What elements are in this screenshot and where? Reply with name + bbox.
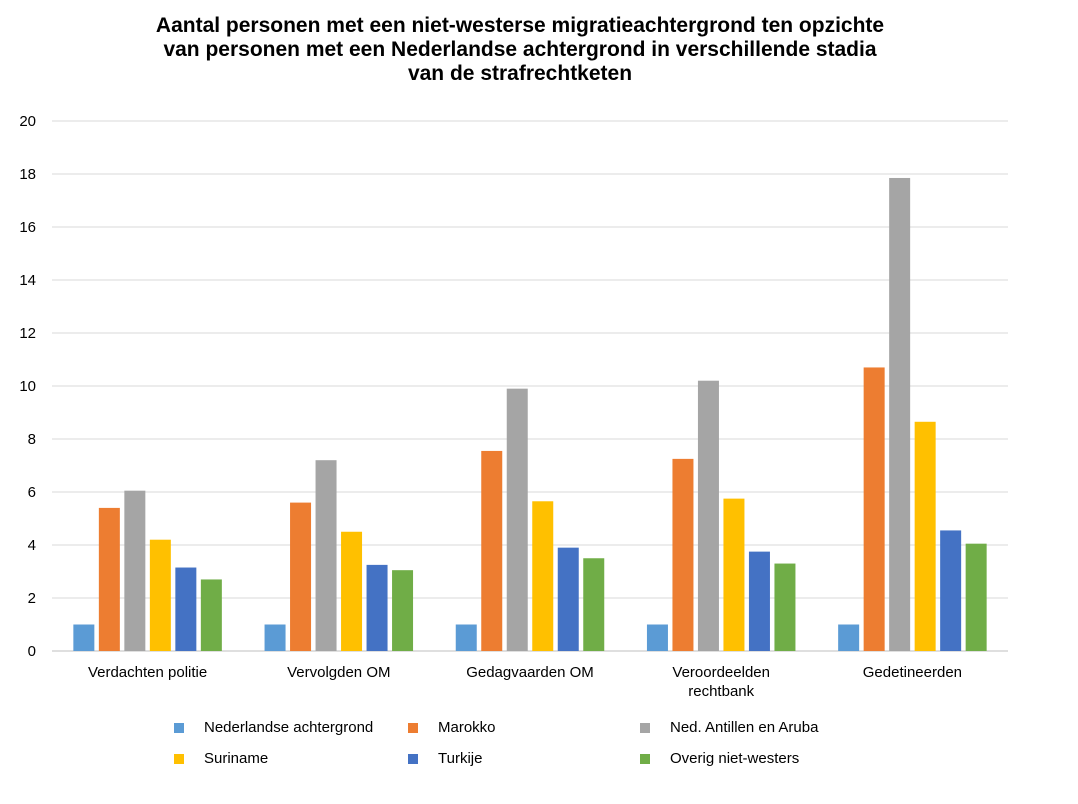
y-tick-label: 18 xyxy=(19,166,36,183)
bar xyxy=(748,551,770,651)
bar xyxy=(175,567,197,651)
bar xyxy=(149,539,171,651)
x-category-label: Gedagvaarden OM xyxy=(466,664,594,681)
bar xyxy=(532,501,554,651)
bar xyxy=(315,460,337,651)
y-tick-label: 12 xyxy=(19,325,36,342)
bar xyxy=(98,507,120,651)
bar xyxy=(774,563,796,651)
bar xyxy=(366,564,388,651)
y-tick-label: 8 xyxy=(28,431,36,448)
bar xyxy=(838,624,860,651)
y-tick-label: 2 xyxy=(28,590,36,607)
bar xyxy=(392,570,414,651)
x-category-label: Gedetineerden xyxy=(863,664,962,681)
bar xyxy=(723,498,745,651)
bar xyxy=(863,367,885,651)
bar xyxy=(672,458,694,651)
bar xyxy=(124,490,146,651)
bar xyxy=(646,624,668,651)
chart-title-line-1: Aantal personen met een niet-westerse mi… xyxy=(155,14,885,37)
chart-title: Aantal personen met een niet-westerse mi… xyxy=(0,14,1040,86)
axes: 0 2 4 6 8 10 12 14 16 18 20 Verdachten politie Vervo… xyxy=(19,113,962,700)
y-tick-label: 0 xyxy=(28,643,36,660)
bar xyxy=(889,177,911,651)
bar xyxy=(965,543,987,651)
bar xyxy=(341,531,363,651)
bar xyxy=(583,558,605,651)
bar xyxy=(506,388,528,651)
y-tick-label: 20 xyxy=(19,113,36,130)
x-category-label: Veroordeelden rechtbank xyxy=(672,664,770,700)
y-tick-label: 16 xyxy=(19,219,36,236)
bar xyxy=(697,380,719,651)
bars xyxy=(73,177,987,651)
bar xyxy=(290,502,312,651)
x-category-label: Verdachten politie xyxy=(88,664,207,681)
y-tick-label: 4 xyxy=(28,537,36,554)
y-tick-label: 10 xyxy=(19,378,36,395)
bar xyxy=(940,530,962,651)
bar xyxy=(73,624,95,651)
bar xyxy=(264,624,286,651)
bar xyxy=(914,421,936,651)
bar xyxy=(557,547,579,651)
bar xyxy=(481,450,503,651)
x-category-label: Vervolgden OM xyxy=(287,664,390,681)
y-tick-label: 6 xyxy=(28,484,36,501)
y-tick-label: 14 xyxy=(19,272,36,289)
chart-title-line-3: van de strafrechtketen xyxy=(407,62,633,85)
bar xyxy=(200,579,222,651)
chart-title-line-2: van personen met een Nederlandse achterg… xyxy=(163,38,877,61)
bar xyxy=(455,624,477,651)
